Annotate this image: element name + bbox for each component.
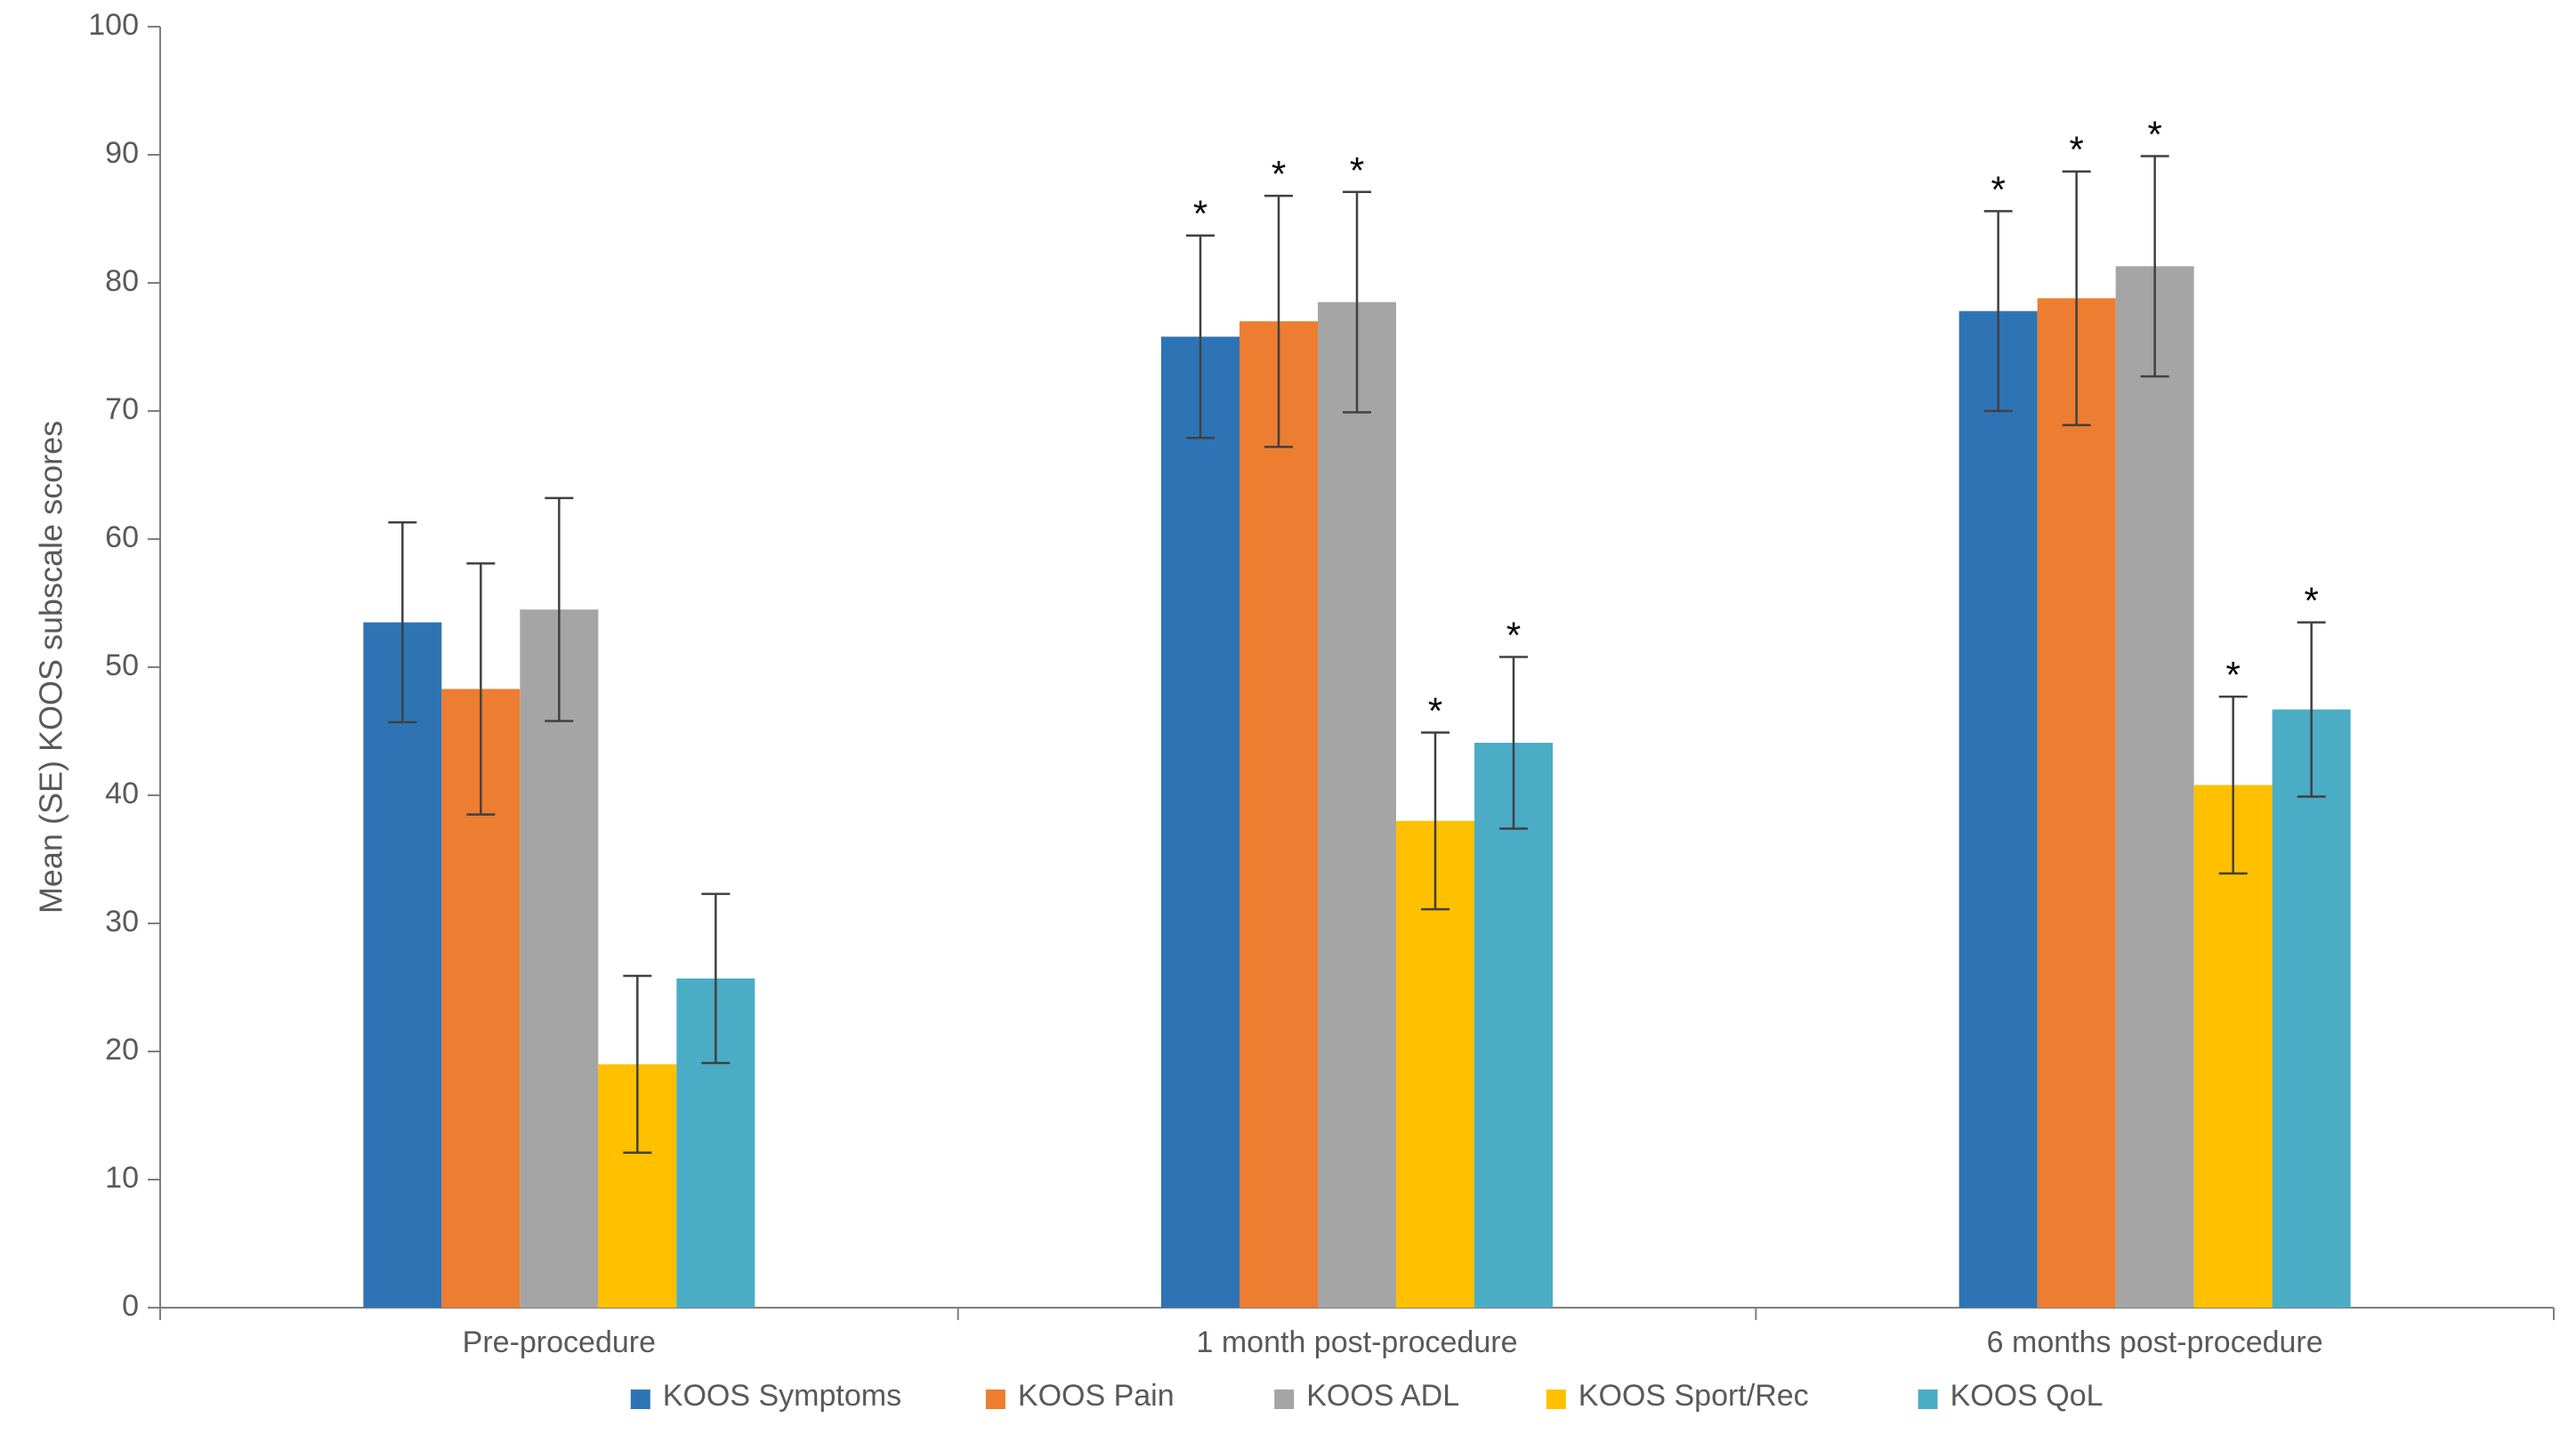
legend-swatch xyxy=(1918,1390,1938,1409)
legend-label: KOOS ADL xyxy=(1306,1379,1459,1413)
significance-marker: * xyxy=(2304,580,2318,622)
legend-label: KOOS Pain xyxy=(1018,1379,1175,1413)
legend-swatch xyxy=(631,1390,650,1409)
y-tick-label: 50 xyxy=(105,648,139,682)
bar xyxy=(1161,336,1240,1308)
y-tick-label: 20 xyxy=(105,1033,139,1067)
x-category-label: Pre-procedure xyxy=(463,1325,656,1359)
chart-svg: 0 10 20 30 40 50 60 70 80 90 100 Mean (SE) KOOS sub… xyxy=(0,0,2576,1450)
y-tick-label: 80 xyxy=(105,264,139,298)
y-tick-label: 60 xyxy=(105,520,139,554)
x-category-label: 6 months post-procedure xyxy=(1987,1325,2323,1359)
significance-marker: * xyxy=(2069,129,2083,171)
y-tick-label: 70 xyxy=(105,392,139,426)
x-category-label: 1 month post-procedure xyxy=(1197,1325,1518,1359)
y-tick-label: 100 xyxy=(88,8,139,42)
y-axis-title: Mean (SE) KOOS subscale scores xyxy=(33,421,69,914)
koos-bar-chart: 0 10 20 30 40 50 60 70 80 90 100 Mean (SE) KOOS sub… xyxy=(0,0,2576,1450)
significance-marker: * xyxy=(1350,149,1364,191)
significance-marker: * xyxy=(1991,168,2005,210)
legend-swatch xyxy=(1546,1390,1566,1409)
significance-marker: * xyxy=(2147,113,2161,155)
significance-marker: * xyxy=(1193,193,1207,235)
bar xyxy=(363,623,441,1308)
legend-label: KOOS QoL xyxy=(1950,1379,2104,1413)
y-tick-label: 40 xyxy=(105,777,139,810)
legend-label: KOOS Sport/Rec xyxy=(1579,1379,1809,1413)
bar xyxy=(2116,266,2194,1308)
bar xyxy=(2038,298,2116,1308)
legend-label: KOOS Symptoms xyxy=(663,1379,901,1413)
y-tick-label: 90 xyxy=(105,136,139,170)
bar xyxy=(2273,710,2351,1308)
significance-marker: * xyxy=(1506,614,1521,656)
significance-marker: * xyxy=(1272,153,1286,195)
legend-swatch xyxy=(1274,1390,1294,1409)
bar xyxy=(1318,302,1396,1308)
y-tick-label: 0 xyxy=(122,1289,139,1323)
legend-swatch xyxy=(986,1390,1005,1409)
significance-marker: * xyxy=(2225,654,2240,696)
significance-marker: * xyxy=(1428,689,1442,731)
y-tick-label: 10 xyxy=(105,1161,139,1195)
bar xyxy=(1959,311,2038,1308)
bar xyxy=(1240,321,1318,1308)
y-tick-label: 30 xyxy=(105,905,139,938)
